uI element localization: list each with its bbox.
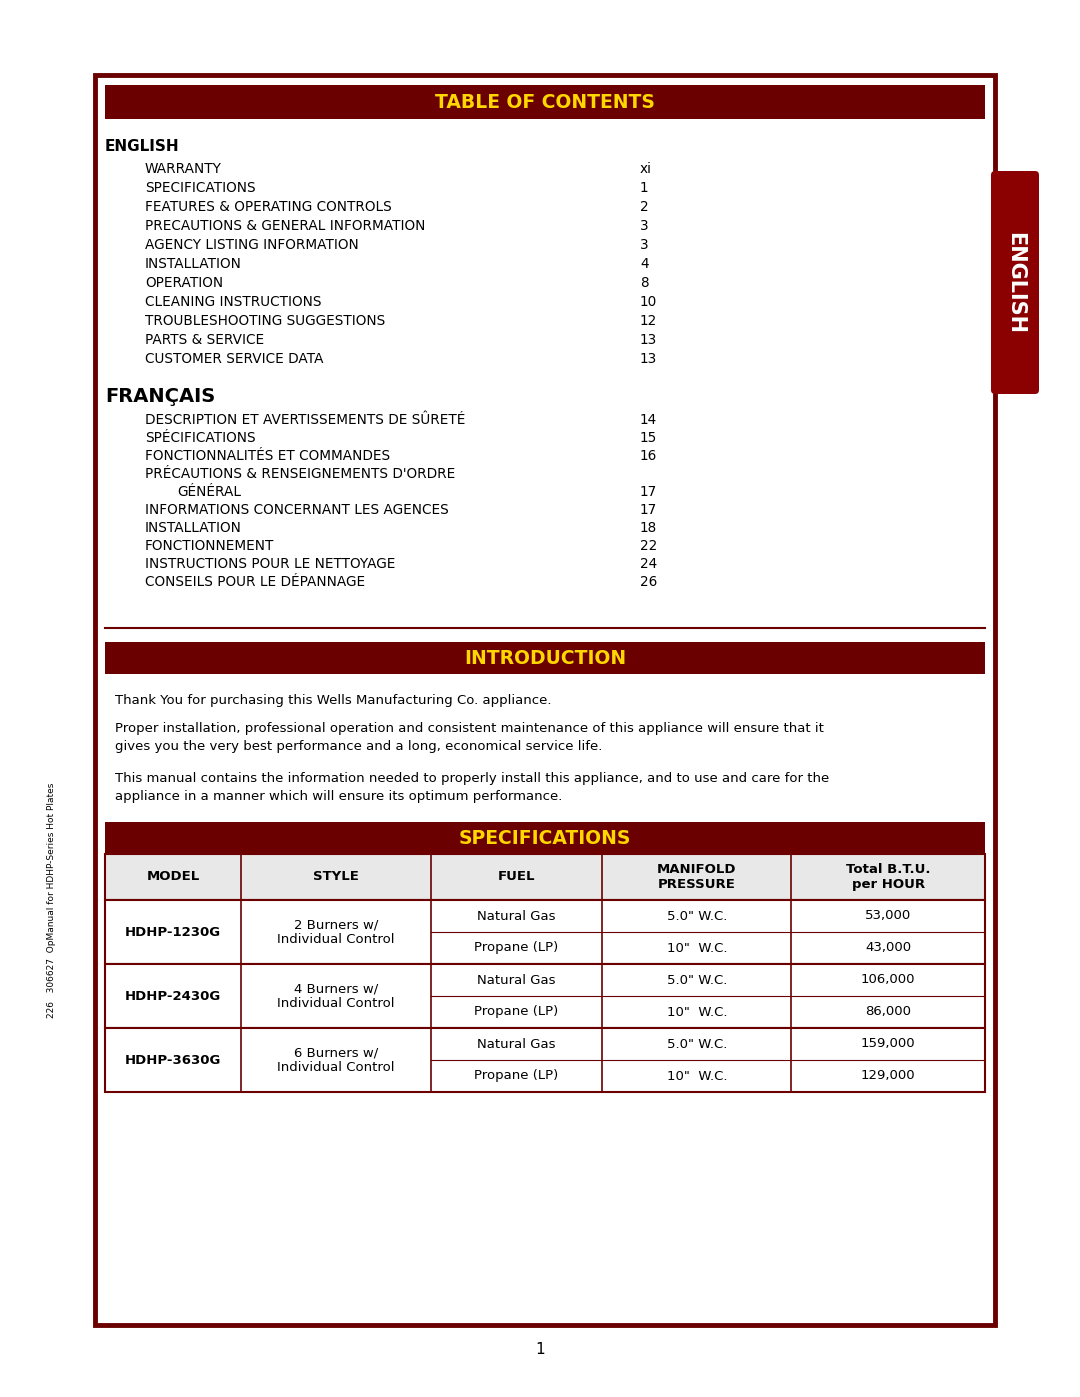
Bar [105, 643, 985, 673]
Text: 22: 22 [640, 539, 658, 553]
Text: HDHP-2430G: HDHP-2430G [125, 989, 221, 1003]
Text: 15: 15 [640, 432, 658, 446]
Text: 5.0" W.C.: 5.0" W.C. [666, 1038, 727, 1051]
Bar [105, 85, 985, 119]
Text: This manual contains the information needed to properly install this appliance, : This manual contains the information nee… [114, 773, 829, 803]
Text: 43,000: 43,000 [865, 942, 912, 954]
Text: FRANÇAIS: FRANÇAIS [105, 387, 215, 407]
Text: TABLE OF CONTENTS: TABLE OF CONTENTS [435, 92, 654, 112]
Text: INSTRUCTIONS POUR LE NETTOYAGE: INSTRUCTIONS POUR LE NETTOYAGE [145, 557, 395, 571]
Text: 86,000: 86,000 [865, 1006, 912, 1018]
Text: 1: 1 [640, 182, 649, 196]
Text: Natural Gas: Natural Gas [477, 1038, 555, 1051]
Text: 13: 13 [640, 332, 658, 346]
Text: 3: 3 [640, 219, 649, 233]
Text: 3: 3 [640, 237, 649, 251]
Text: 10"  W.C.: 10" W.C. [666, 942, 727, 954]
Text: 6 Burners w/
Individual Control: 6 Burners w/ Individual Control [278, 1046, 395, 1074]
Text: INSTALLATION: INSTALLATION [145, 521, 242, 535]
Text: Total B.T.U.
per HOUR: Total B.T.U. per HOUR [846, 863, 931, 891]
Bar [105, 900, 985, 964]
Text: 10"  W.C.: 10" W.C. [666, 1070, 727, 1083]
Text: 10: 10 [640, 295, 658, 309]
Text: STYLE: STYLE [313, 870, 359, 883]
Text: CUSTOMER SERVICE DATA: CUSTOMER SERVICE DATA [145, 352, 324, 366]
Text: 5.0" W.C.: 5.0" W.C. [666, 974, 727, 986]
Text: HDHP-3630G: HDHP-3630G [125, 1053, 221, 1066]
Text: CONSEILS POUR LE DÉPANNAGE: CONSEILS POUR LE DÉPANNAGE [145, 576, 365, 590]
Text: 17: 17 [640, 503, 658, 517]
Text: 14: 14 [640, 414, 658, 427]
Text: 18: 18 [640, 521, 658, 535]
Text: INFORMATIONS CONCERNANT LES AGENCES: INFORMATIONS CONCERNANT LES AGENCES [145, 503, 449, 517]
Bar [105, 821, 985, 854]
Text: Natural Gas: Natural Gas [477, 974, 555, 986]
Text: 13: 13 [640, 352, 658, 366]
Text: GÉNÉRAL: GÉNÉRAL [177, 485, 241, 499]
Text: xi: xi [640, 162, 652, 176]
Text: 16: 16 [640, 448, 658, 462]
Text: 24: 24 [640, 557, 658, 571]
Text: PRÉCAUTIONS & RENSEIGNEMENTS D'ORDRE: PRÉCAUTIONS & RENSEIGNEMENTS D'ORDRE [145, 467, 456, 481]
Text: 4 Burners w/
Individual Control: 4 Burners w/ Individual Control [278, 982, 395, 1010]
Text: 5.0" W.C.: 5.0" W.C. [666, 909, 727, 922]
Text: FUEL: FUEL [498, 870, 536, 883]
Text: ENGLISH: ENGLISH [1005, 232, 1025, 334]
Text: 53,000: 53,000 [865, 909, 912, 922]
Text: OPERATION: OPERATION [145, 277, 224, 291]
Bar [105, 854, 985, 900]
Text: 129,000: 129,000 [861, 1070, 916, 1083]
Text: FEATURES & OPERATING CONTROLS: FEATURES & OPERATING CONTROLS [145, 200, 392, 214]
Bar [105, 1028, 985, 1092]
Text: 12: 12 [640, 314, 658, 328]
Text: 26: 26 [640, 576, 658, 590]
Text: Propane (LP): Propane (LP) [474, 1070, 558, 1083]
Text: 17: 17 [640, 485, 658, 499]
Text: 159,000: 159,000 [861, 1038, 916, 1051]
Text: 8: 8 [640, 277, 649, 291]
Text: HDHP-1230G: HDHP-1230G [125, 925, 221, 939]
Text: Natural Gas: Natural Gas [477, 909, 555, 922]
Text: 226   306627  OpManual for HDHP-Series Hot Plates: 226 306627 OpManual for HDHP-Series Hot … [48, 782, 56, 1017]
Text: CLEANING INSTRUCTIONS: CLEANING INSTRUCTIONS [145, 295, 322, 309]
Text: Thank You for purchasing this Wells Manufacturing Co. appliance.: Thank You for purchasing this Wells Manu… [114, 694, 552, 707]
Text: FONCTIONNALITÉS ET COMMANDES: FONCTIONNALITÉS ET COMMANDES [145, 448, 390, 462]
Bar [95, 75, 995, 1324]
Text: TROUBLESHOOTING SUGGESTIONS: TROUBLESHOOTING SUGGESTIONS [145, 314, 386, 328]
Text: Proper installation, professional operation and consistent maintenance of this a: Proper installation, professional operat… [114, 722, 824, 753]
Text: INSTALLATION: INSTALLATION [145, 257, 242, 271]
Text: 1: 1 [536, 1343, 544, 1358]
Text: 2 Burners w/
Individual Control: 2 Burners w/ Individual Control [278, 918, 395, 946]
Text: SPECIFICATIONS: SPECIFICATIONS [145, 182, 256, 196]
Text: AGENCY LISTING INFORMATION: AGENCY LISTING INFORMATION [145, 237, 359, 251]
Text: 2: 2 [640, 200, 649, 214]
Text: 106,000: 106,000 [861, 974, 916, 986]
Text: MODEL: MODEL [147, 870, 200, 883]
Text: SPÉCIFICATIONS: SPÉCIFICATIONS [145, 432, 256, 446]
Text: FONCTIONNEMENT: FONCTIONNEMENT [145, 539, 274, 553]
Text: DESCRIPTION ET AVERTISSEMENTS DE SÛRETÉ: DESCRIPTION ET AVERTISSEMENTS DE SÛRETÉ [145, 414, 465, 427]
Text: ENGLISH: ENGLISH [105, 138, 179, 154]
Text: WARRANTY: WARRANTY [145, 162, 221, 176]
Text: PARTS & SERVICE: PARTS & SERVICE [145, 332, 265, 346]
Text: SPECIFICATIONS: SPECIFICATIONS [459, 828, 631, 848]
FancyBboxPatch shape [991, 170, 1039, 394]
Bar [105, 964, 985, 1028]
Text: INTRODUCTION: INTRODUCTION [464, 648, 626, 668]
Text: 10"  W.C.: 10" W.C. [666, 1006, 727, 1018]
Text: PRECAUTIONS & GENERAL INFORMATION: PRECAUTIONS & GENERAL INFORMATION [145, 219, 426, 233]
Text: Propane (LP): Propane (LP) [474, 942, 558, 954]
Text: 4: 4 [640, 257, 649, 271]
Text: Propane (LP): Propane (LP) [474, 1006, 558, 1018]
Text: MANIFOLD
PRESSURE: MANIFOLD PRESSURE [657, 863, 737, 891]
